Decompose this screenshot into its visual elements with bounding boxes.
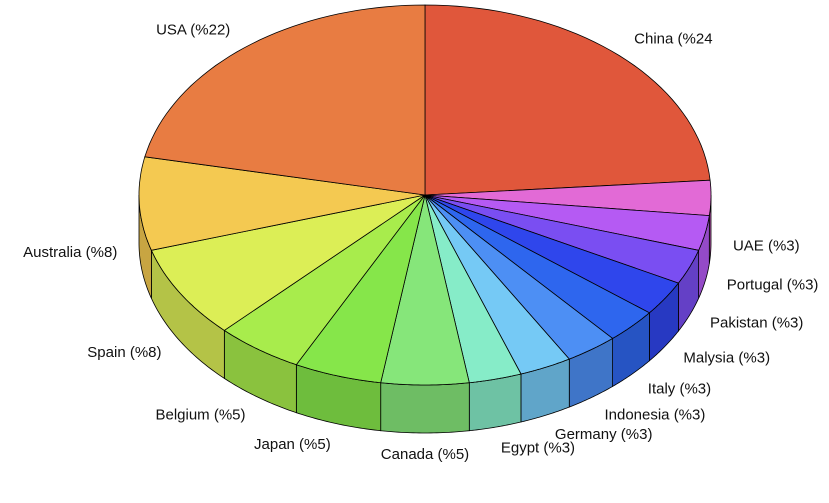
- slice: [424, 194, 680, 314]
- slice: [424, 194, 710, 251]
- slice-label: Japan (%5): [254, 436, 331, 453]
- slice: [424, 194, 651, 339]
- slice: [223, 194, 426, 366]
- slice: [424, 4, 711, 196]
- slice: [138, 156, 426, 251]
- slice-label: Malysia (%3): [683, 349, 770, 366]
- slice-label: Egypt (%3): [501, 439, 575, 456]
- slice-side: [468, 373, 522, 432]
- slice-label: Pakistan (%3): [710, 314, 803, 331]
- slice: [424, 194, 522, 384]
- slice: [150, 194, 426, 331]
- slice-label: UAE (%3): [733, 237, 800, 254]
- slice-label: Belgium (%5): [155, 406, 245, 423]
- slice-label: Spain (%8): [87, 344, 161, 361]
- slice: [424, 194, 570, 375]
- slice-label: Canada (%5): [381, 446, 469, 463]
- slice: [424, 194, 614, 360]
- slice-label: Australia (%8): [23, 244, 117, 261]
- slice-label: USA (%22): [156, 22, 230, 39]
- slice-label: Germany (%3): [555, 426, 653, 443]
- slice-label: Portugal (%3): [727, 277, 819, 294]
- slice: [424, 194, 700, 284]
- slice: [380, 194, 470, 386]
- slice-label: Italy (%3): [648, 380, 711, 397]
- slice: [424, 179, 712, 217]
- slice-label: Indonesia (%3): [604, 406, 705, 423]
- slice-label: China (%24: [634, 30, 712, 47]
- slice-side: [380, 382, 470, 434]
- slice: [144, 4, 426, 196]
- slice: [295, 194, 426, 384]
